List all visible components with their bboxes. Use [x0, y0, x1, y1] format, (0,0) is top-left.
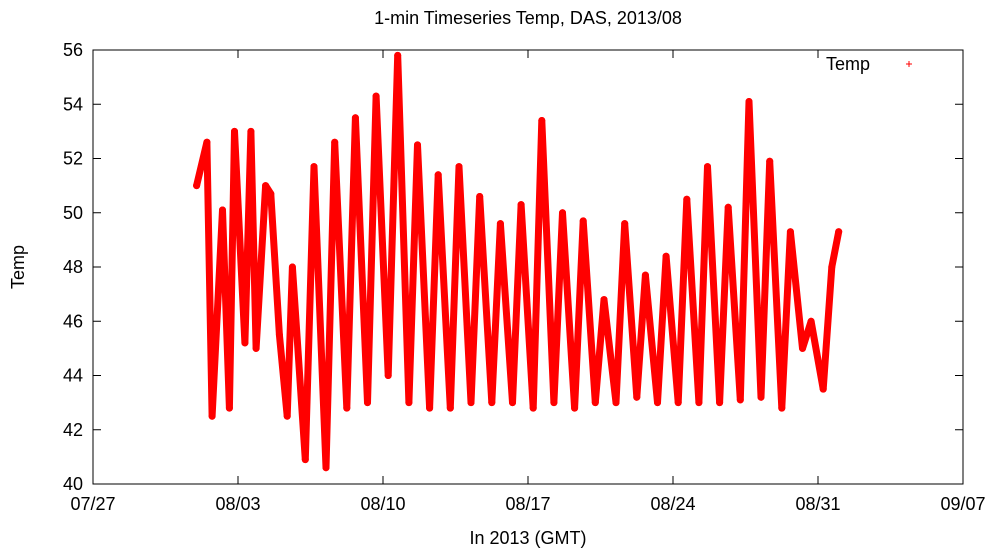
x-tick-label: 08/24 [650, 494, 695, 514]
data-point [267, 190, 275, 198]
data-point [384, 372, 392, 379]
x-tick-label: 08/10 [360, 494, 405, 514]
data-point [538, 117, 546, 124]
data-point [364, 399, 371, 407]
data-point [736, 396, 744, 404]
data-point [724, 203, 732, 211]
y-tick-label: 50 [63, 203, 83, 223]
series-temp [193, 51, 843, 472]
y-tick-label: 48 [63, 257, 83, 277]
data-point [835, 228, 843, 236]
data-point [351, 114, 359, 122]
y-axis-label: Temp [8, 245, 28, 289]
data-point [310, 163, 318, 171]
legend: Temp [826, 54, 912, 74]
data-point [394, 51, 402, 59]
data-point [654, 399, 661, 407]
y-tick-label: 42 [63, 420, 83, 440]
data-point [476, 193, 484, 200]
data-point [621, 220, 629, 228]
data-point [571, 404, 579, 412]
x-tick-label: 08/03 [215, 494, 260, 514]
data-point [778, 404, 786, 412]
data-point [193, 182, 201, 190]
data-point [828, 263, 836, 271]
data-point [331, 138, 339, 146]
y-axis: 40 42 44 46 48 50 52 54 56 [63, 40, 963, 494]
data-point [786, 228, 794, 236]
data-point [704, 163, 711, 171]
series-layer [193, 51, 843, 472]
data-point [208, 412, 216, 420]
data-point [426, 404, 434, 412]
x-tick-label: 09/07 [940, 494, 985, 514]
data-point [612, 399, 620, 407]
data-point [405, 399, 413, 407]
data-point [488, 399, 496, 407]
data-point [219, 206, 226, 214]
data-point [275, 331, 283, 339]
data-point [414, 141, 421, 149]
y-tick-label: 46 [63, 311, 83, 331]
data-point [467, 399, 475, 407]
data-point [283, 412, 291, 420]
data-point [529, 404, 537, 412]
data-point [591, 399, 599, 407]
data-point [434, 171, 442, 179]
data-point [745, 98, 753, 105]
y-tick-label: 40 [63, 474, 83, 494]
data-point [252, 344, 260, 352]
data-point [799, 344, 806, 352]
data-point [757, 393, 765, 401]
data-point [683, 195, 691, 203]
x-tick-label: 07/27 [70, 494, 115, 514]
legend-plus-icon [906, 61, 912, 67]
legend-label: Temp [826, 54, 870, 74]
data-point [203, 138, 211, 146]
chart-title: 1-min Timeseries Temp, DAS, 2013/08 [374, 8, 682, 28]
data-point [288, 263, 296, 271]
data-point [695, 399, 703, 407]
data-point [343, 404, 351, 412]
data-point [766, 157, 774, 165]
data-point [509, 399, 516, 407]
x-tick-label: 08/17 [505, 494, 550, 514]
data-point [262, 182, 270, 190]
y-tick-label: 52 [63, 149, 83, 169]
data-point [301, 456, 309, 464]
data-point [446, 404, 454, 412]
data-point [247, 127, 255, 135]
data-point [225, 404, 233, 412]
data-point [559, 209, 566, 217]
data-point [455, 163, 463, 171]
data-point [517, 201, 525, 209]
data-point [716, 399, 724, 407]
data-point [662, 252, 670, 260]
data-point [600, 296, 608, 304]
data-point [819, 385, 827, 393]
data-point [322, 464, 330, 472]
data-point [231, 127, 238, 135]
y-tick-label: 54 [63, 94, 83, 114]
legend-marker [906, 61, 912, 67]
data-point [579, 217, 587, 225]
data-point [241, 339, 249, 347]
data-point [674, 399, 682, 407]
x-tick-label: 08/31 [795, 494, 840, 514]
x-axis-label: In 2013 (GMT) [469, 528, 586, 548]
data-point [372, 92, 380, 100]
data-point [496, 220, 504, 228]
data-point [633, 393, 641, 401]
y-tick-label: 44 [63, 366, 83, 386]
y-tick-label: 56 [63, 40, 83, 60]
x-axis: 07/27 08/03 08/10 08/17 08/24 08/31 09/07 [70, 50, 986, 514]
data-point [807, 317, 815, 325]
data-point [550, 399, 558, 407]
data-point [641, 271, 649, 279]
